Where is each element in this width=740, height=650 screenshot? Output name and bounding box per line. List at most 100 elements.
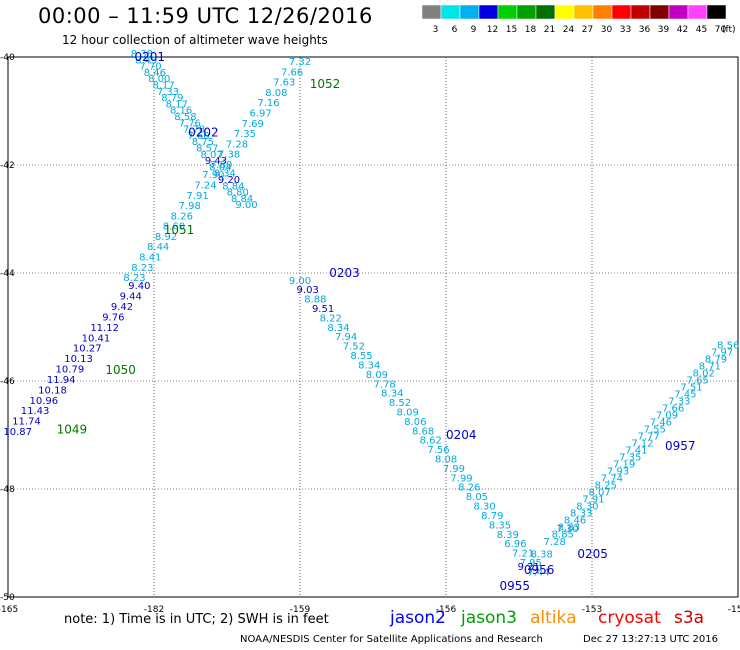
wave-height-value: 9.00: [289, 276, 311, 287]
wave-height-value: 7.33: [157, 87, 179, 98]
wave-height-value: 8.46: [564, 516, 586, 527]
pass-time-label: 0955: [500, 579, 531, 593]
wave-height-value: 7.38: [218, 150, 240, 161]
map-title: 00:00 – 11:59 UTC 12/26/2016: [38, 4, 373, 28]
wave-height-value: 8.08: [265, 88, 287, 99]
wave-height-value: 7.45: [674, 390, 696, 401]
pass-time-label: 0202: [188, 126, 219, 140]
wave-height-value: 7.44: [527, 567, 549, 578]
satellite-jason3: jason3: [461, 608, 517, 628]
wave-height-value: 8.62: [420, 436, 442, 447]
wave-height-value: 8.39: [497, 530, 519, 541]
legend-label: 45: [696, 25, 707, 35]
wave-height-value: 8.35: [489, 520, 511, 531]
wave-height-value: 7.21: [512, 549, 534, 560]
generated-timestamp: Dec 27 13:27:13 UTC 2016: [583, 634, 718, 645]
satellite-jason2: jason2: [390, 608, 446, 628]
wave-height-value: 8.30: [576, 502, 598, 513]
wave-height-value: 7.91: [582, 495, 604, 506]
wave-height-value: 7.16: [257, 98, 279, 109]
wave-height-value: 7.24: [194, 181, 216, 192]
wave-height-value: 8.57: [196, 144, 218, 155]
legend-label: 9: [471, 25, 477, 35]
1050-track: 9.409.449.429.7611.1210.4110.2710.1310.7…: [3, 281, 150, 438]
pass-time-label: 0201: [135, 50, 166, 64]
wave-height-value: 7.93: [607, 467, 629, 478]
wave-height-value: 9.03: [297, 285, 319, 296]
wave-height-value: 8.05: [466, 492, 488, 503]
wave-height-value: 7.77: [637, 432, 659, 443]
wave-height-value: 8.08: [435, 455, 457, 466]
satellite-cryosat: cryosat: [598, 608, 661, 628]
credit-text: NOAA/NESDIS Center for Satellite Applica…: [240, 634, 543, 645]
wave-height-value: 8.09: [397, 407, 419, 418]
wave-height-value: 9.51: [312, 304, 334, 315]
wave-height-value: 8.38: [131, 49, 153, 60]
wave-height-value: 10.13: [64, 354, 93, 365]
wave-height-value: 9.00: [235, 200, 257, 211]
wave-height-value: 8.34: [214, 169, 236, 180]
wave-height-value: 7.98: [179, 201, 201, 212]
wave-height-value: 8.71: [699, 362, 721, 373]
wave-height-value: 8.23: [123, 273, 145, 284]
wave-height-value: 10.41: [82, 333, 111, 344]
0203-track: 9.009.038.889.518.228.347.947.528.558.34…: [289, 276, 550, 579]
wave-height-value: 9.21: [518, 562, 540, 573]
pass-time-label: 0956: [524, 563, 555, 577]
wave-height-value: 8.68: [412, 426, 434, 437]
wave-height-value: 11.74: [12, 417, 41, 428]
wave-height-value: 8.79: [481, 511, 503, 522]
wave-height-value: 8.41: [139, 253, 161, 264]
legend-label: 70: [715, 25, 727, 35]
wave-height-value: 7.63: [273, 78, 295, 89]
wave-height-value: 8.07: [588, 488, 610, 499]
wave-height-value: 8.44: [147, 242, 169, 253]
wave-height-value: 7.28: [544, 537, 566, 548]
wave-height-value: 7.74: [601, 474, 623, 485]
wave-height-value: 7.12: [631, 439, 653, 450]
wave-height-value: 8.26: [458, 483, 480, 494]
wave-height-value: 7.56: [427, 445, 449, 456]
wave-height-value: 8.83: [558, 523, 580, 534]
wave-height-value: 8.38: [531, 549, 553, 560]
wave-height-value: 9.76: [102, 312, 124, 323]
satellite-s3a: s3a: [674, 608, 705, 628]
wave-height-value: 11.43: [21, 406, 50, 417]
wave-height-value: 11.12: [90, 323, 119, 334]
wave-height-value: 7.91: [186, 191, 208, 202]
wave-height-value: 8.17: [152, 81, 174, 92]
wave-height-value: 7.99: [443, 464, 465, 475]
legend-label: 15: [506, 25, 517, 35]
wave-height-value: 7.52: [343, 342, 365, 353]
wave-height-value: 9.20: [218, 175, 240, 186]
legend-label: 6: [452, 25, 458, 35]
wave-height-value: 8.46: [144, 68, 166, 79]
wave-height-value: 8.58: [174, 112, 196, 123]
wave-height-value: 8.84: [231, 194, 253, 205]
legend-label: 18: [525, 25, 537, 35]
wave-height-value: 8.26: [171, 211, 193, 222]
wave-height-value: 9.40: [128, 281, 150, 292]
wave-height-value: 7.51: [680, 383, 702, 394]
lon-tick-label: -159: [290, 605, 311, 615]
wave-height-value: 8.85: [552, 530, 574, 541]
wave-height-value: 7.09: [656, 411, 678, 422]
wave-height-value: 6.96: [504, 539, 526, 550]
wave-height-value: 8.79: [161, 93, 183, 104]
pass-time-label: 1052: [310, 77, 341, 91]
wave-height-value: 7.30: [557, 524, 579, 535]
legend-label: 27: [582, 25, 593, 35]
lon-tick-label: -156: [436, 605, 457, 615]
lat-tick-label: -50: [0, 593, 15, 603]
pass-time-label: 1051: [164, 223, 195, 237]
wave-height-value: 10.96: [29, 396, 58, 407]
wave-height-value: 7.60: [187, 131, 209, 142]
wave-height-value: 8.00: [148, 74, 170, 85]
wave-height-value: 8.07: [200, 150, 222, 161]
lat-tick-label: -40: [0, 53, 15, 63]
pass-time-label: 1050: [105, 363, 136, 377]
wave-height-value: 8.56: [717, 341, 739, 352]
wave-height-value: 8.17: [166, 99, 188, 110]
0957-track: 8.567.978.798.718.027.657.517.457.337.66…: [552, 341, 740, 541]
